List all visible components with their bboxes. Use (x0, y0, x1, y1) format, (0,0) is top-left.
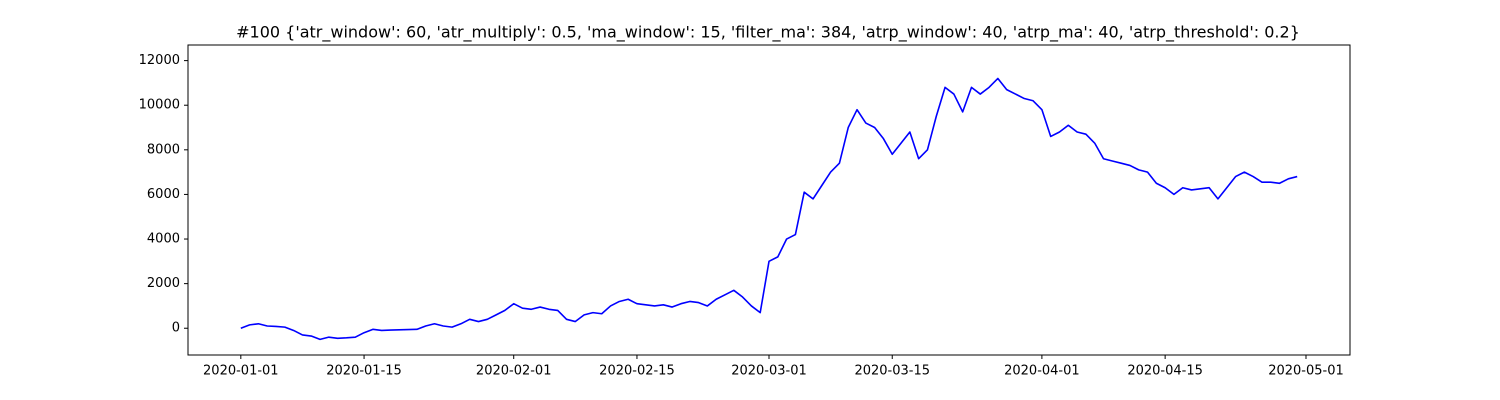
x-tick-label: 2020-01-01 (203, 364, 279, 379)
y-tick-label: 2000 (147, 276, 180, 291)
x-tick-label: 2020-04-01 (1004, 364, 1080, 379)
y-tick-label: 12000 (139, 53, 180, 68)
chart-title: #100 {'atr_window': 60, 'atr_multiply': … (236, 23, 1300, 43)
x-tick-label: 2020-01-15 (326, 364, 402, 379)
plot-frame (187, 44, 1351, 356)
y-tick-label: 0 (172, 321, 180, 336)
x-tick-label: 2020-03-01 (731, 364, 807, 379)
data-line (240, 77, 1298, 341)
x-tick-label: 2020-04-15 (1127, 364, 1203, 379)
x-tick-label: 2020-03-15 (854, 364, 930, 379)
x-tick-label: 2020-02-01 (476, 364, 552, 379)
x-tick-label: 2020-02-15 (599, 364, 675, 379)
y-tick-label: 4000 (147, 232, 180, 247)
y-tick-label: 8000 (147, 142, 180, 157)
y-tick-label: 10000 (139, 98, 180, 113)
y-tick-label: 6000 (147, 187, 180, 202)
x-tick-label: 2020-05-01 (1268, 364, 1344, 379)
